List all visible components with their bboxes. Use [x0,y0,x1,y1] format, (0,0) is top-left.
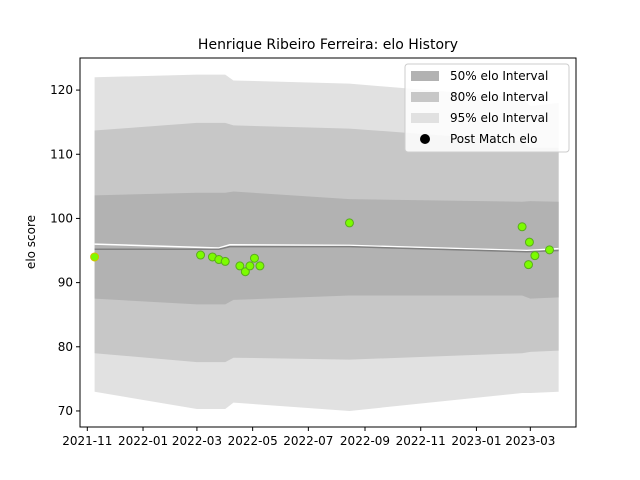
data-point [196,250,206,260]
legend-swatch [411,113,439,123]
chart-title: Henrique Ribeiro Ferreira: elo History [198,37,458,53]
data-point [524,237,534,247]
x-tick-label: 2022-03 [172,434,222,448]
y-tick-label: 110 [50,147,73,161]
x-tick-label: 2023-01 [451,434,501,448]
data-point [249,253,259,263]
y-tick-label: 70 [58,404,73,418]
plot-area [90,74,559,411]
data-point [220,256,230,266]
data-point [240,267,250,277]
mean-series-line [94,245,559,253]
data-point [517,222,527,232]
y-axis: 70 80 90 100 110 120 [50,83,80,418]
x-tick-label: 2022-11 [396,434,446,448]
x-axis: 2021-11 2022-01 2022-03 2022-05 2022-07 2022-… [62,427,555,448]
data-point [90,252,100,262]
legend: 50% elo Interval 80% elo Interval 95% elo … [404,63,570,153]
y-tick-label: 90 [58,276,73,290]
x-tick-label: 2022-09 [340,434,390,448]
x-tick-label: 2022-07 [283,434,333,448]
data-point [530,251,540,261]
legend-label: 95% elo Interval [450,111,548,125]
x-tick-label: 2022-01 [118,434,168,448]
x-tick-label: 2022-05 [228,434,278,448]
y-tick-label: 120 [50,83,73,97]
axes-frame [79,57,577,428]
data-point [245,261,255,271]
y-tick-label: 100 [50,211,73,225]
legend-label: 80% elo Interval [450,90,548,104]
legend-label: 50% elo Interval [450,69,548,83]
x-tick-label: 2021-11 [62,434,112,448]
y-axis-label: elo score [24,215,38,269]
legend-swatch [411,71,439,81]
data-point [255,261,265,271]
data-point [344,218,354,228]
data-point [545,245,555,255]
legend-marker [420,134,430,144]
legend-swatch [411,92,439,102]
legend-box [404,63,570,153]
data-point [524,260,534,270]
y-tick-label: 80 [58,340,73,354]
white-series-line [94,243,559,252]
band-p50 [94,191,559,305]
legend-label: Post Match elo [450,132,537,146]
data-point [235,261,245,271]
x-tick-label: 2023-03 [505,434,555,448]
